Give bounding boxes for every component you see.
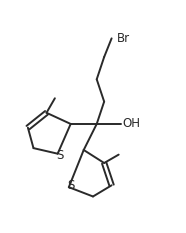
Text: OH: OH <box>123 117 141 130</box>
Text: S: S <box>56 149 63 162</box>
Text: Br: Br <box>117 32 130 45</box>
Text: S: S <box>67 179 74 192</box>
